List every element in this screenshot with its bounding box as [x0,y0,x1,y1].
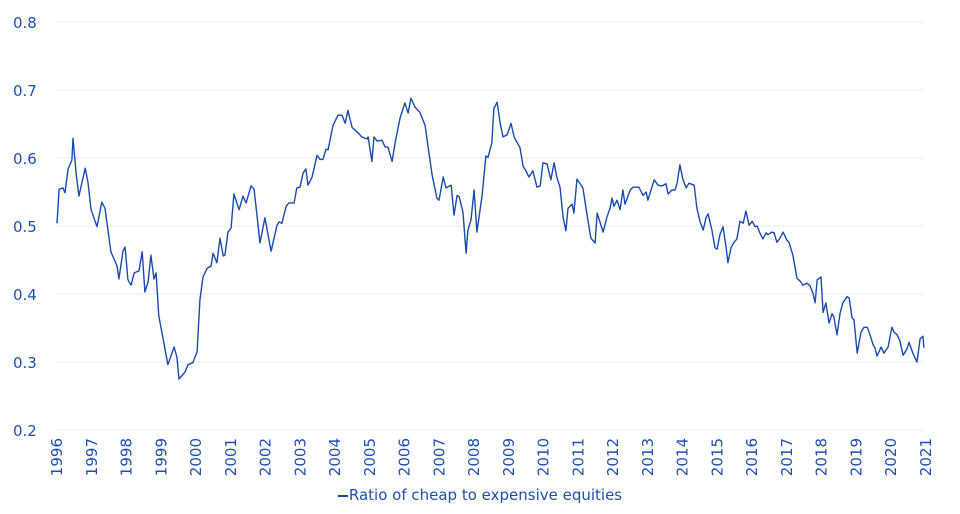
x-tick-label: 1996 [48,438,66,476]
x-tick-label: 2001 [222,438,240,476]
x-tick-label: 2020 [882,438,900,476]
y-tick-label: 0.8 [13,14,37,32]
x-tick-label: 1997 [83,438,101,476]
y-tick-label: 0.2 [13,422,37,440]
x-tick-label: 2002 [257,438,275,476]
x-axis-tick-labels: 1996 1997 1998 1999 2000 2001 2002 2003 2004 2005… [48,438,935,476]
x-tick-label: 2009 [500,438,518,476]
x-tick-label: 2010 [535,438,553,476]
x-tick-label: 2014 [674,438,692,476]
x-tick-label: 2011 [569,438,587,476]
x-tick-label: 2015 [708,438,726,476]
x-tick-label: 1999 [152,438,170,476]
y-tick-label: 0.4 [13,286,37,304]
x-tick-label: 2007 [430,438,448,476]
x-tick-label: 2016 [743,438,761,476]
legend: Ratio of cheap to expensive equities [0,486,960,504]
x-tick-label: 2017 [778,438,796,476]
x-tick-label: 2005 [361,438,379,476]
x-tick-label: 2003 [291,438,309,476]
y-axis-tick-labels: 0.2 0.3 0.4 0.5 0.6 0.7 0.8 [13,14,37,440]
x-tick-label: 2004 [326,438,344,476]
x-tick-label: 1998 [118,438,136,476]
x-tick-label: 2021 [917,438,935,476]
x-tick-label: 2008 [465,438,483,476]
legend-line-swatch [337,494,348,497]
y-tick-label: 0.6 [13,150,37,168]
legend-label: Ratio of cheap to expensive equities [348,486,623,504]
x-tick-label: 2013 [639,438,657,476]
x-tick-label: 2018 [813,438,831,476]
y-tick-label: 0.7 [13,82,37,100]
series-line-ratio-cheap-to-expensive [56,97,925,380]
y-tick-label: 0.3 [13,354,37,372]
x-tick-label: 2000 [187,438,205,476]
y-tick-label: 0.5 [13,218,37,236]
x-tick-label: 2012 [604,438,622,476]
x-tick-label: 2006 [396,438,414,476]
gridlines [55,21,924,431]
x-tick-label: 2019 [847,438,865,476]
